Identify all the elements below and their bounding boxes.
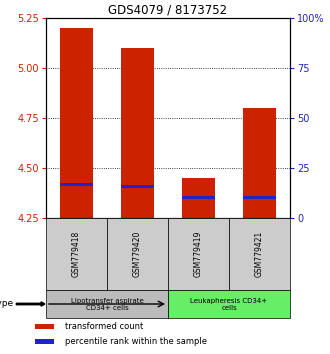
Text: Lipotransfer aspirate
CD34+ cells: Lipotransfer aspirate CD34+ cells bbox=[71, 297, 143, 310]
Text: percentile rank within the sample: percentile rank within the sample bbox=[65, 337, 207, 346]
Text: GSM779420: GSM779420 bbox=[133, 231, 142, 277]
Bar bbox=[60, 183, 93, 185]
Bar bbox=[182, 195, 215, 199]
Bar bbox=[46, 290, 168, 318]
Text: GSM779421: GSM779421 bbox=[255, 231, 264, 277]
Bar bbox=[229, 218, 290, 290]
Bar bbox=[168, 218, 229, 290]
Text: cell type: cell type bbox=[0, 299, 13, 308]
Text: Leukapheresis CD34+
cells: Leukapheresis CD34+ cells bbox=[190, 297, 268, 310]
Title: GDS4079 / 8173752: GDS4079 / 8173752 bbox=[109, 4, 228, 17]
Text: GSM779418: GSM779418 bbox=[72, 231, 81, 277]
Bar bbox=[121, 184, 154, 188]
Bar bbox=[168, 290, 290, 318]
Bar bbox=[121, 48, 154, 218]
Bar bbox=[243, 195, 276, 199]
Bar bbox=[60, 28, 93, 218]
Text: GSM779419: GSM779419 bbox=[194, 231, 203, 277]
Text: transformed count: transformed count bbox=[65, 322, 143, 331]
Bar bbox=[46, 218, 107, 290]
Bar bbox=[107, 218, 168, 290]
Bar bbox=[243, 108, 276, 218]
Bar bbox=[35, 324, 54, 329]
Bar bbox=[35, 339, 54, 344]
Bar bbox=[182, 178, 215, 218]
